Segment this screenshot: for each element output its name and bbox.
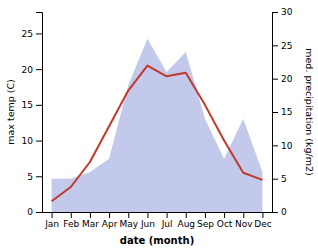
tick-label: Feb <box>63 219 79 229</box>
tick-label: 5 <box>281 174 287 184</box>
tick-label: Jan <box>44 219 59 229</box>
tick-label: Jul <box>161 219 173 229</box>
chart-container: Jan FebMarAprMayJun Jul AugSepOctNovDec 0 5 10… <box>0 0 318 250</box>
tick-label: Dec <box>254 219 271 229</box>
tick: Aug <box>177 212 195 229</box>
tick: Nov <box>235 212 253 229</box>
y-axis: 0 5 10 15 20 25 <box>22 13 43 218</box>
tick: 0 <box>272 207 287 217</box>
tick-label: 30 <box>281 7 293 17</box>
tick-label: 25 <box>22 29 33 39</box>
tick-mark <box>90 212 91 218</box>
axis-line <box>273 13 279 213</box>
axis-line <box>43 212 273 213</box>
tick-label: Sep <box>197 219 214 229</box>
tick-mark <box>272 145 278 146</box>
tick-label: 20 <box>281 74 293 84</box>
tick-mark <box>147 212 148 218</box>
tick: 0 <box>27 207 42 217</box>
x-axis-title: date (month) <box>120 235 194 246</box>
tick-label: Apr <box>102 219 118 229</box>
y2-axis: 0 5 10 15 20 25 30 <box>272 7 293 217</box>
tick-mark <box>36 33 42 34</box>
tick-label: Nov <box>235 219 253 229</box>
tick-label: 20 <box>22 65 34 75</box>
tick-mark <box>262 212 263 218</box>
plot: Jan FebMarAprMayJun Jul AugSepOctNovDec 0 5 10… <box>22 7 293 229</box>
y-axis-title: max temp (C) <box>5 79 16 145</box>
tick-mark <box>36 105 42 106</box>
tick-mark <box>52 212 53 218</box>
tick-mark <box>36 69 42 70</box>
tick-mark <box>272 79 278 80</box>
tick-label: 0 <box>281 207 287 217</box>
tick: Oct <box>217 212 233 229</box>
tick: 20 <box>272 74 293 84</box>
tick: 20 <box>22 65 42 75</box>
tick-label: 15 <box>281 107 292 117</box>
tick-mark <box>186 212 187 218</box>
tick: 25 <box>22 29 42 39</box>
tick: Dec <box>254 212 271 229</box>
tick-label: Jun <box>140 219 155 229</box>
tick-label: Aug <box>177 219 195 229</box>
tick-label: 15 <box>22 100 33 110</box>
tick: 25 <box>272 41 292 51</box>
area <box>52 39 263 212</box>
tick-mark <box>243 212 244 218</box>
tick: May <box>119 212 138 229</box>
tick-mark <box>128 212 129 218</box>
tick-mark <box>272 12 278 13</box>
tick-label: May <box>119 219 138 229</box>
tick: Jan <box>44 212 59 229</box>
tick-mark <box>272 45 278 46</box>
y2-axis-title: med. precipitation (kg/m2) <box>304 48 315 175</box>
tick: 30 <box>272 7 293 17</box>
axis-line <box>36 13 43 213</box>
tick: 15 <box>272 107 292 117</box>
tick-mark <box>36 212 42 213</box>
tick-mark <box>205 212 206 218</box>
tick-mark <box>224 212 225 218</box>
tick-label: 10 <box>22 136 34 146</box>
tick: Feb <box>63 212 79 229</box>
tick: 15 <box>22 100 42 110</box>
tick-label: 10 <box>281 141 293 151</box>
tick: 5 <box>27 172 42 182</box>
tick-label: 5 <box>27 172 33 182</box>
tick: Jul <box>161 212 173 229</box>
tick: Mar <box>82 212 99 229</box>
tick-label: Oct <box>217 219 233 229</box>
tick-mark <box>272 212 278 213</box>
tick-mark <box>71 212 72 218</box>
tick-mark <box>36 141 42 142</box>
tick-label: 25 <box>281 41 292 51</box>
tick-mark <box>109 212 110 218</box>
tick: Sep <box>197 212 214 229</box>
tick: Apr <box>102 212 118 229</box>
line <box>52 66 263 202</box>
tick-mark <box>167 212 168 218</box>
tick-mark <box>272 179 278 180</box>
tick: 10 <box>22 136 42 146</box>
x-axis: Jan FebMarAprMayJun Jul AugSepOctNovDec <box>43 212 273 229</box>
tick: Jun <box>140 212 155 229</box>
marks <box>52 39 263 212</box>
tick-label: 0 <box>27 207 33 217</box>
tick: 10 <box>272 141 293 151</box>
tick-mark <box>36 176 42 177</box>
tick: 5 <box>272 174 287 184</box>
tick-mark <box>272 112 278 113</box>
tick-label: Mar <box>82 219 99 229</box>
chart-svg: Jan FebMarAprMayJun Jul AugSepOctNovDec 0 5 10… <box>0 0 318 250</box>
